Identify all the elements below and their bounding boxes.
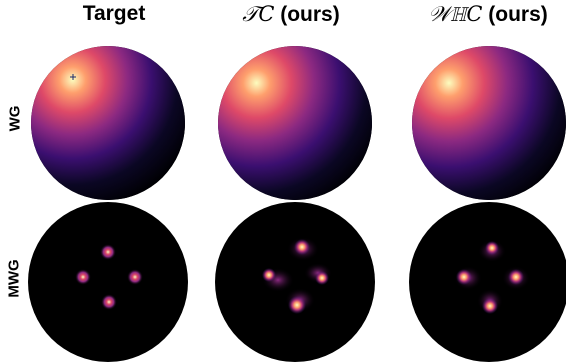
density-field: [218, 46, 372, 200]
panel-target-mwg: [28, 202, 188, 362]
mode-peak: [482, 298, 498, 314]
panel-whc-wg: [412, 46, 566, 200]
column-title-whc-script: 𝒲ℍC: [428, 2, 483, 26]
mode-peak: [294, 239, 310, 255]
mode-peak: [485, 241, 499, 255]
density-field: [412, 46, 566, 200]
column-title-tc-script: 𝒯C: [242, 2, 275, 26]
column-title-whc: 𝒲ℍC (ours): [413, 2, 563, 27]
panel-tc-wg: [218, 46, 372, 200]
row-label-mwg: MWG: [5, 259, 23, 298]
disc-background: [409, 202, 566, 362]
column-title-tc-suffix: (ours): [274, 3, 340, 26]
mode-right: [127, 269, 143, 285]
disc-background: [28, 202, 188, 362]
mode-left: [75, 269, 91, 285]
panel-whc-mwg: [409, 202, 566, 362]
mode-peak: [288, 296, 306, 314]
density-field: [31, 46, 185, 200]
column-title-target-text: Target: [82, 2, 146, 25]
row-label-wg: WG: [6, 105, 24, 132]
mode-peak: [315, 271, 329, 285]
panel-target-wg: [31, 46, 185, 200]
mode-marker-icon: [70, 74, 76, 80]
mode-peak: [456, 269, 472, 285]
mode-bottom: [101, 294, 117, 310]
mode-peak: [508, 269, 524, 285]
panel-tc-mwg: [215, 202, 375, 362]
column-title-target: Target: [64, 2, 164, 26]
disc-background: [215, 202, 375, 362]
column-title-whc-suffix: (ours): [482, 3, 548, 26]
mode-top: [100, 244, 116, 260]
mode-peak: [262, 268, 276, 282]
column-title-tc: 𝒯C (ours): [226, 2, 356, 27]
